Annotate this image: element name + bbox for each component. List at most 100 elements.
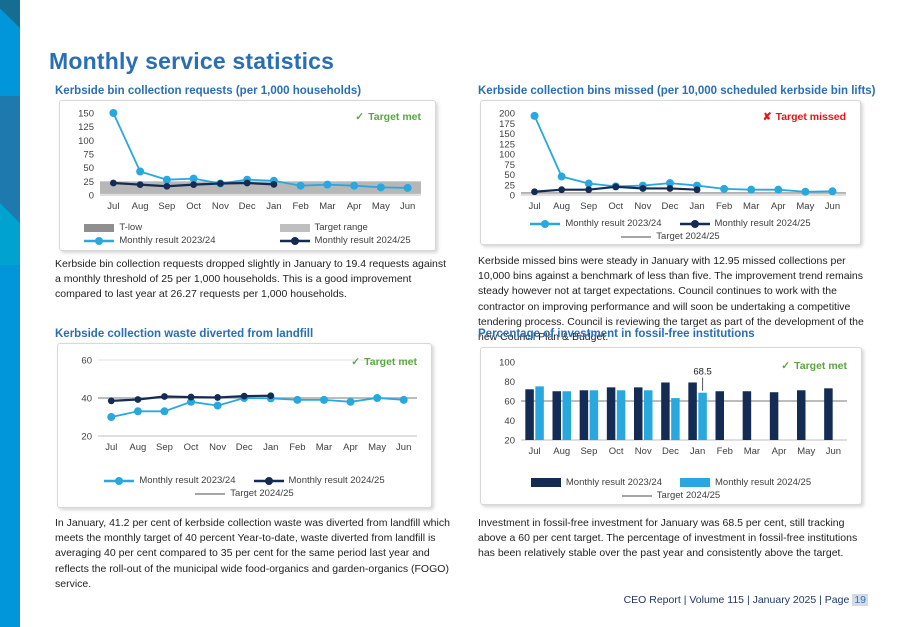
legend-item: Monthly result 2023/24	[530, 477, 662, 488]
chart-panel-requests: ✓ Target met 0 25 50 75 100 125 150 Jul Aug Sep Oct…	[59, 100, 436, 251]
svg-text:25: 25	[504, 180, 515, 191]
chart-panel-fossil-free: ✓ Target met 20 40 60 80 100 Jul Aug Sep Oct Nov De…	[480, 347, 862, 505]
svg-text:75: 75	[83, 150, 94, 161]
svg-text:Apr: Apr	[347, 201, 362, 212]
footer-text: CEO Report | Volume 115 | January 2025 |…	[623, 594, 850, 606]
svg-text:0: 0	[89, 191, 94, 202]
commentary-text: Kerbside missed bins were steady in Janu…	[478, 255, 864, 344]
svg-text:Apr: Apr	[772, 446, 787, 457]
svg-text:Nov: Nov	[209, 442, 226, 453]
svg-text:Jul: Jul	[528, 201, 540, 212]
legend-swatch	[680, 478, 710, 487]
svg-text:125: 125	[499, 139, 515, 150]
legend-item: Monthly result 2024/25	[680, 477, 811, 488]
legend-label: Monthly result 2023/24	[119, 235, 216, 246]
svg-text:Jan: Jan	[263, 442, 278, 453]
legend-item: Target 2024/25	[621, 231, 720, 242]
status-badge: ✓ Target met	[781, 360, 847, 372]
svg-text:Mar: Mar	[319, 201, 335, 212]
commentary-text: Investment in fossil-free investment for…	[478, 517, 858, 560]
legend-item: T-low	[84, 222, 215, 233]
svg-text:Feb: Feb	[717, 446, 733, 457]
svg-text:40: 40	[81, 394, 92, 405]
svg-text:100: 100	[499, 358, 515, 369]
legend-label: Monthly result 2024/25	[314, 235, 411, 246]
chart-legend: Monthly result 2023/24 Monthly result 202…	[481, 477, 861, 501]
left-accent-band	[0, 0, 20, 627]
legend-item: Monthly result 2024/25	[253, 475, 385, 486]
legend-swatch	[84, 236, 115, 245]
chart-panel-waste-diverted: ✓ Target met 20 40 60 Jul Aug Sep Oct Nov Dec Jan F…	[57, 343, 432, 508]
chart-canvas-host: 20 40 60 Jul Aug Sep Oct Nov Dec Jan Feb Mar Apr May J…	[58, 344, 431, 461]
svg-text:175: 175	[499, 119, 515, 130]
legend-label: Monthly result 2023/24	[565, 218, 662, 229]
legend-item: Monthly result 2023/24	[104, 475, 236, 486]
svg-text:Dec: Dec	[662, 446, 679, 457]
chart-panel-bins-missed: ✘ Target missed 0 25 50 75 100 125 150 175 200 Jul…	[480, 100, 861, 245]
svg-text:Apr: Apr	[343, 442, 358, 453]
chart-legend: T-low Target range Monthly result 2023/24 M…	[60, 222, 435, 246]
page-number-badge: 19	[852, 594, 868, 606]
svg-text:Jul: Jul	[107, 201, 119, 212]
svg-text:Dec: Dec	[662, 201, 679, 212]
svg-text:Oct: Oct	[186, 201, 201, 212]
svg-text:125: 125	[78, 122, 94, 133]
status-label: Target met	[364, 356, 417, 368]
svg-text:Aug: Aug	[132, 201, 149, 212]
legend-label: Target 2024/25	[230, 488, 294, 499]
svg-text:Sep: Sep	[158, 201, 175, 212]
svg-text:68.5: 68.5	[693, 367, 712, 378]
svg-text:100: 100	[499, 150, 515, 161]
status-label: Target met	[368, 111, 421, 123]
legend-label: Monthly result 2024/25	[288, 475, 385, 486]
chart-canvas-host: 20 40 60 80 100 Jul Aug Sep Oct Nov Dec Jan Feb Mar Ap…	[481, 348, 861, 465]
svg-text:150: 150	[78, 109, 94, 120]
legend-item: Monthly result 2023/24	[530, 218, 662, 229]
svg-text:20: 20	[81, 432, 92, 443]
svg-text:Aug: Aug	[553, 446, 570, 457]
svg-text:60: 60	[504, 397, 515, 408]
svg-text:Sep: Sep	[156, 442, 173, 453]
legend-swatch	[279, 236, 310, 245]
svg-text:Dec: Dec	[239, 201, 256, 212]
svg-text:0: 0	[510, 191, 515, 202]
svg-text:40: 40	[504, 416, 515, 427]
chart-title-bins-missed: Kerbside collection bins missed (per 10,…	[478, 85, 876, 97]
legend-label: T-low	[119, 222, 143, 233]
chart-legend: Monthly result 2023/24 Monthly result 202…	[481, 218, 860, 242]
svg-text:Nov: Nov	[634, 201, 651, 212]
svg-text:Apr: Apr	[771, 201, 786, 212]
svg-text:Mar: Mar	[743, 201, 759, 212]
legend-label: Monthly result 2023/24	[139, 475, 236, 486]
chart-canvas-host: 0 25 50 75 100 125 150 Jul Aug Sep Oct Nov Dec Jan Feb…	[60, 101, 435, 218]
legend-item: Target 2024/25	[195, 488, 294, 499]
svg-text:Jun: Jun	[826, 446, 841, 457]
legend-swatch	[279, 223, 310, 232]
legend-label: Monthly result 2024/25	[714, 218, 811, 229]
legend-swatch	[104, 476, 135, 485]
svg-text:Oct: Oct	[609, 446, 624, 457]
legend-item: Monthly result 2024/25	[679, 218, 811, 229]
legend-swatch	[530, 478, 561, 487]
legend-item: Target range	[279, 222, 411, 233]
svg-text:20: 20	[504, 436, 515, 447]
check-icon: ✓	[351, 356, 361, 368]
waste-diverted-canvas: 20 40 60 Jul Aug Sep Oct Nov Dec Jan Feb Mar Apr May J…	[81, 356, 417, 453]
svg-text:Feb: Feb	[289, 442, 305, 453]
chart-canvas-host: 0 25 50 75 100 125 150 175 200 Jul Aug Sep Oct Nov Dec…	[481, 101, 860, 218]
status-label: Target met	[794, 360, 847, 372]
svg-text:Aug: Aug	[553, 201, 570, 212]
svg-text:50: 50	[83, 163, 94, 174]
chart-title-fossil-free: Percentage of investment in fossil-free …	[478, 328, 755, 340]
svg-text:Sep: Sep	[580, 446, 597, 457]
page-title: Monthly service statistics	[49, 48, 335, 74]
svg-text:Feb: Feb	[292, 201, 308, 212]
fossil-free-investment-canvas: 20 40 60 80 100 Jul Aug Sep Oct Nov Dec Jan Feb Mar Ap…	[499, 358, 847, 457]
svg-text:Mar: Mar	[316, 442, 332, 453]
legend-swatch	[530, 219, 561, 228]
legend-label: Target 2024/25	[656, 490, 721, 501]
svg-text:Aug: Aug	[129, 442, 146, 453]
legend-swatch	[84, 223, 115, 232]
svg-text:Dec: Dec	[236, 442, 253, 453]
legend-item: Target 2024/25	[621, 490, 721, 501]
